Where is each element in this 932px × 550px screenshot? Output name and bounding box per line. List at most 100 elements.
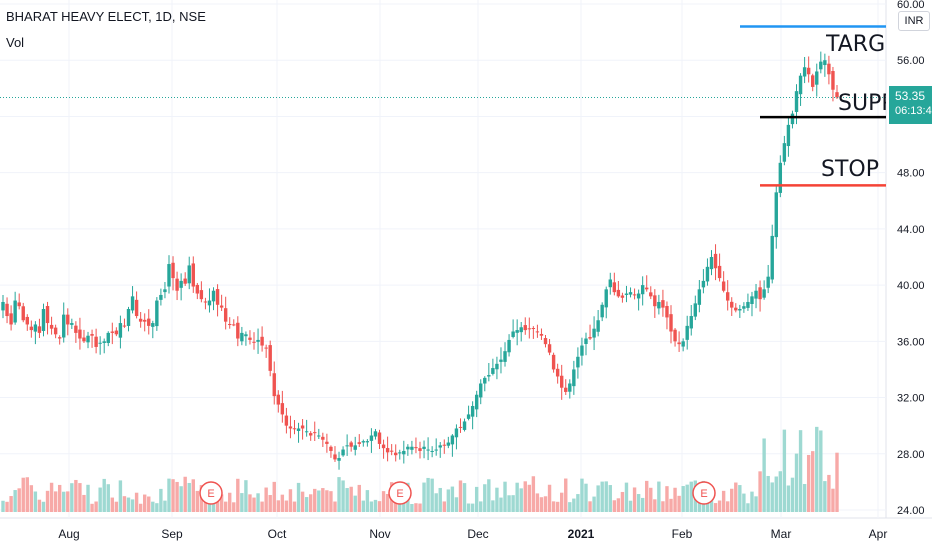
- volume-bar: [167, 478, 171, 512]
- candle-body: [195, 284, 200, 294]
- candle-body: [163, 289, 167, 293]
- candle-body: [66, 314, 70, 325]
- volume-bar: [377, 501, 382, 512]
- candle-body: [539, 333, 544, 336]
- volume-bar: [636, 494, 641, 512]
- volume-bar: [1, 500, 5, 512]
- candle-body: [98, 342, 102, 344]
- volume-bar: [151, 501, 155, 512]
- volume-bar: [138, 503, 143, 512]
- candle-body: [329, 446, 333, 451]
- candle-body: [479, 383, 483, 398]
- candle-body: [321, 436, 325, 440]
- volume-bar: [345, 488, 349, 512]
- volume-bar: [280, 494, 285, 512]
- candle-body: [215, 289, 220, 305]
- candle-body: [576, 356, 580, 368]
- candle-body: [345, 445, 349, 447]
- candle-body: [495, 363, 499, 370]
- volume-bar: [531, 476, 536, 512]
- candle-body: [705, 266, 710, 282]
- volume-bar: [422, 482, 426, 512]
- candle-body: [681, 341, 685, 347]
- volume-bar: [604, 481, 608, 512]
- volume-bar: [649, 487, 653, 512]
- candle-body: [70, 323, 74, 325]
- volume-bar: [155, 503, 159, 512]
- candle-body: [503, 351, 507, 362]
- volume-bar: [677, 495, 681, 512]
- candlesticks: [1, 51, 839, 470]
- symbol-title: BHARAT HEAVY ELECT, 1D, NSE: [6, 9, 206, 24]
- volume-bar: [539, 497, 544, 512]
- candle-body: [151, 323, 155, 327]
- earnings-marker-circle: [199, 481, 223, 505]
- volume-bar: [369, 501, 374, 512]
- candle-body: [616, 289, 621, 297]
- volume-bar: [329, 491, 333, 512]
- candle-body: [414, 447, 418, 449]
- candle-body: [21, 306, 25, 321]
- candle-body: [835, 92, 839, 98]
- volume-bar: [721, 490, 726, 512]
- candle-body: [33, 324, 38, 332]
- candle-body: [37, 326, 42, 333]
- volume-bar: [292, 501, 297, 512]
- candle-body: [831, 71, 835, 90]
- volume-bar: [195, 490, 200, 512]
- level-lines: [0, 25, 886, 187]
- currency-badge[interactable]: INR: [898, 11, 930, 31]
- candle-body: [365, 441, 370, 443]
- volume-bar: [523, 481, 527, 512]
- candle-body: [142, 319, 147, 322]
- volume-bar: [430, 478, 434, 512]
- x-tick-label: Dec: [467, 527, 488, 541]
- volume-bar: [147, 496, 151, 512]
- volume-bar: [337, 477, 341, 512]
- candle-body: [49, 324, 54, 329]
- volume-bar: [474, 486, 479, 512]
- y-tick-label: 28.00: [897, 449, 925, 461]
- volume-bar: [70, 483, 74, 512]
- volume-legend: Vol: [6, 35, 25, 50]
- candle-body: [381, 444, 386, 449]
- volume-bar: [806, 454, 811, 512]
- candle-body: [5, 303, 9, 317]
- candle-body: [29, 326, 34, 331]
- candle-body: [612, 282, 617, 293]
- volume-bar: [252, 497, 256, 512]
- bar-countdown: 06:13:4: [895, 105, 932, 117]
- volume-bar: [29, 485, 34, 512]
- volume-bar: [5, 501, 9, 512]
- candle-body: [701, 280, 706, 288]
- candle-body: [398, 452, 402, 454]
- volume-bar: [284, 500, 289, 512]
- candle-body: [572, 369, 576, 387]
- volume-bar: [645, 480, 649, 512]
- candle-body: [474, 394, 479, 410]
- support-annotation: SUPPO: [838, 91, 886, 116]
- candle-body: [446, 442, 451, 446]
- y-tick-label: 44.00: [897, 224, 925, 236]
- volume-bar: [385, 493, 390, 512]
- candle-body: [806, 67, 811, 75]
- volume-bar: [248, 494, 252, 512]
- volume-bar: [66, 491, 70, 512]
- candle-body: [422, 446, 426, 449]
- volume-bar: [608, 485, 612, 512]
- candle-body: [187, 265, 191, 284]
- volume-bar: [349, 486, 353, 512]
- candle-body: [466, 414, 471, 419]
- volume-bar: [697, 501, 702, 512]
- candle-body: [45, 306, 50, 324]
- volume-bar: [689, 481, 693, 512]
- candle-body: [628, 292, 633, 295]
- grid-lines: [0, 0, 932, 519]
- candle-body: [74, 325, 78, 333]
- volume-bar: [203, 495, 208, 512]
- candle-body: [450, 435, 455, 445]
- volume-bar: [304, 497, 309, 512]
- last-price: 53.35: [895, 89, 926, 103]
